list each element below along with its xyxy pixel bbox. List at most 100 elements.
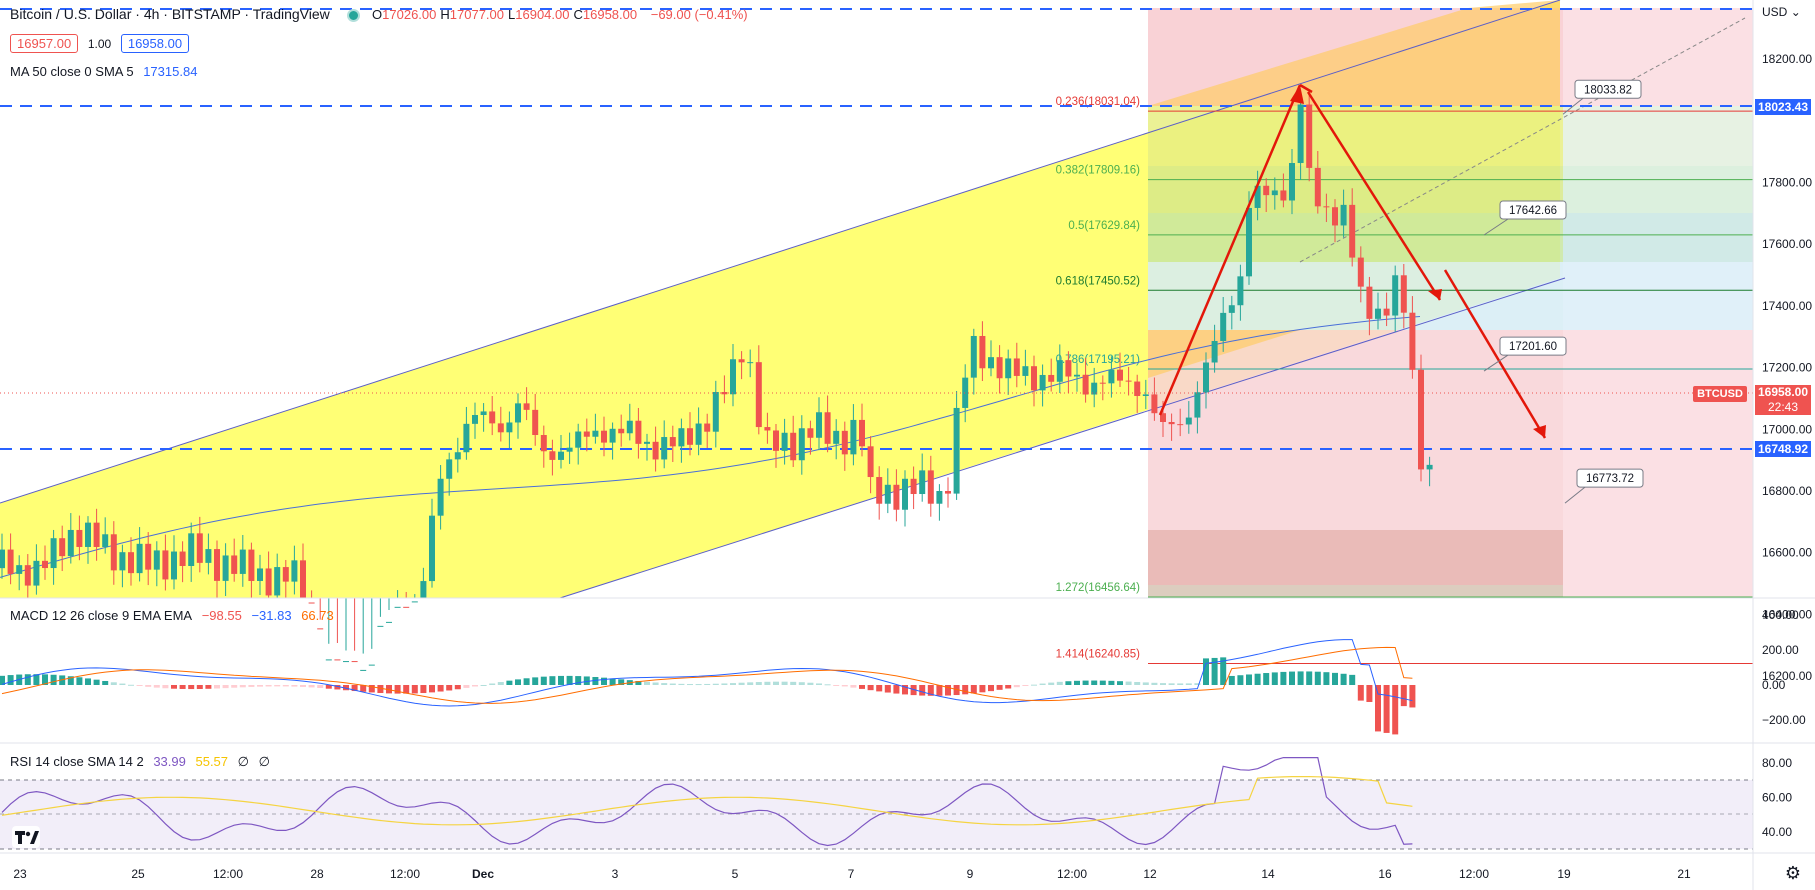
- candle-body[interactable]: [153, 550, 160, 570]
- candle-body[interactable]: [1013, 358, 1020, 376]
- candle-body[interactable]: [1366, 286, 1373, 319]
- candle-body[interactable]: [1005, 358, 1012, 379]
- candle-body[interactable]: [558, 451, 564, 460]
- rsi-pane[interactable]: [0, 757, 1815, 854]
- candle-body[interactable]: [145, 543, 152, 570]
- candle-body[interactable]: [773, 430, 779, 451]
- candle-body[interactable]: [351, 661, 358, 663]
- arrow-projection[interactable]: [1443, 269, 1547, 439]
- candle-body[interactable]: [463, 423, 470, 453]
- main-pane[interactable]: 0.236(18031.04) 0.382(17809.16) 0.5(17629.…: [0, 0, 1815, 671]
- candle-body[interactable]: [24, 565, 31, 586]
- candle-body[interactable]: [927, 470, 934, 504]
- candle-body[interactable]: [790, 432, 797, 461]
- candle-body[interactable]: [1297, 104, 1304, 164]
- candle-body[interactable]: [1263, 185, 1270, 196]
- candle-body[interactable]: [188, 533, 195, 566]
- candle-body[interactable]: [214, 549, 220, 581]
- ma-50-line[interactable]: [0, 316, 1421, 578]
- candle-body[interactable]: [76, 529, 83, 547]
- candle-body[interactable]: [1409, 312, 1416, 370]
- candle-body[interactable]: [1314, 167, 1321, 207]
- candle-body[interactable]: [1400, 275, 1407, 313]
- candle-body[interactable]: [1091, 382, 1098, 395]
- channel-upper-line[interactable]: [0, 0, 1561, 504]
- candle-body[interactable]: [1142, 394, 1149, 396]
- candle-body[interactable]: [403, 606, 410, 608]
- candle-body[interactable]: [1099, 382, 1106, 384]
- candle-body[interactable]: [996, 357, 1003, 379]
- candle-body[interactable]: [257, 568, 263, 581]
- candle-body[interactable]: [1194, 392, 1201, 418]
- candle-body[interactable]: [274, 567, 281, 596]
- candle-body[interactable]: [962, 377, 969, 408]
- candle-body[interactable]: [1108, 369, 1115, 384]
- candle-body[interactable]: [747, 362, 754, 364]
- candle-body[interactable]: [687, 428, 693, 445]
- candle-body[interactable]: [1418, 369, 1424, 470]
- arrow-up-leg[interactable]: [1158, 84, 1302, 416]
- candle-body[interactable]: [1357, 257, 1364, 287]
- candle-body[interactable]: [824, 412, 831, 444]
- candlestick-series[interactable]: [0, 90, 1433, 671]
- candle-body[interactable]: [1048, 374, 1055, 382]
- candle-body[interactable]: [953, 407, 960, 494]
- candle-body[interactable]: [755, 362, 762, 428]
- candle-body[interactable]: [1151, 394, 1158, 414]
- rsi-legend[interactable]: RSI 14 close SMA 14 2 33.99 55.57 ∅ ∅: [10, 754, 276, 770]
- candle-body[interactable]: [377, 625, 384, 627]
- candle-body[interactable]: [136, 543, 143, 574]
- candle-body[interactable]: [807, 428, 814, 438]
- candle-body[interactable]: [472, 415, 478, 424]
- candle-body[interactable]: [1160, 413, 1166, 422]
- candle-body[interactable]: [222, 555, 229, 581]
- macd-pane[interactable]: [0, 639, 1815, 744]
- candle-body[interactable]: [1323, 206, 1330, 208]
- candle-body[interactable]: [1383, 308, 1390, 316]
- candle-body[interactable]: [764, 427, 771, 431]
- candle-body[interactable]: [1228, 305, 1235, 313]
- candle-body[interactable]: [867, 446, 874, 478]
- candle-body[interactable]: [1280, 190, 1287, 201]
- candle-body[interactable]: [515, 403, 521, 423]
- candle-body[interactable]: [67, 529, 74, 557]
- candle-body[interactable]: [1392, 275, 1399, 316]
- candle-body[interactable]: [902, 478, 908, 510]
- candle-body[interactable]: [248, 549, 255, 581]
- candle-body[interactable]: [308, 602, 315, 604]
- candle-body[interactable]: [1246, 207, 1252, 277]
- candle-body[interactable]: [850, 419, 857, 455]
- channel-lower-line[interactable]: [559, 277, 1566, 599]
- candle-body[interactable]: [884, 484, 891, 504]
- candle-body[interactable]: [661, 437, 668, 460]
- candle-body[interactable]: [618, 428, 625, 434]
- candle-body[interactable]: [592, 430, 599, 437]
- candle-body[interactable]: [300, 560, 306, 598]
- candle-body[interactable]: [110, 534, 117, 571]
- candle-body[interactable]: [1031, 366, 1037, 391]
- candle-body[interactable]: [489, 411, 496, 424]
- macd-legend[interactable]: MACD 12 26 close 9 EMA EMA −98.55 −31.83…: [10, 608, 340, 623]
- candle-body[interactable]: [669, 437, 676, 447]
- candle-body[interactable]: [712, 392, 719, 432]
- candle-body[interactable]: [1177, 424, 1184, 426]
- candle-body[interactable]: [910, 478, 917, 495]
- candle-body[interactable]: [1254, 185, 1261, 208]
- candle-body[interactable]: [1332, 207, 1338, 226]
- candle-body[interactable]: [1125, 380, 1132, 382]
- candle-body[interactable]: [480, 411, 487, 416]
- candle-body[interactable]: [833, 430, 840, 444]
- candle-body[interactable]: [1039, 374, 1046, 391]
- candle-body[interactable]: [566, 447, 573, 452]
- callout-box[interactable]: [1574, 79, 1642, 99]
- candle-body[interactable]: [1220, 312, 1227, 341]
- candle-body[interactable]: [540, 435, 547, 452]
- time-axis[interactable]: 23 25 12:00 28 12:00 Dec 3 5 7 9 12:00 12 14 16 12:00 1…: [13, 867, 1691, 881]
- price-axis[interactable]: 18200.00 17800.00 17600.00 17400.00 17200.00…: [1752, 0, 1812, 890]
- candle-body[interactable]: [119, 552, 126, 571]
- candle-body[interactable]: [1349, 204, 1356, 258]
- candle-body[interactable]: [575, 431, 582, 448]
- candle-body[interactable]: [411, 601, 418, 603]
- candle-body[interactable]: [601, 430, 607, 443]
- candle-body[interactable]: [360, 669, 367, 671]
